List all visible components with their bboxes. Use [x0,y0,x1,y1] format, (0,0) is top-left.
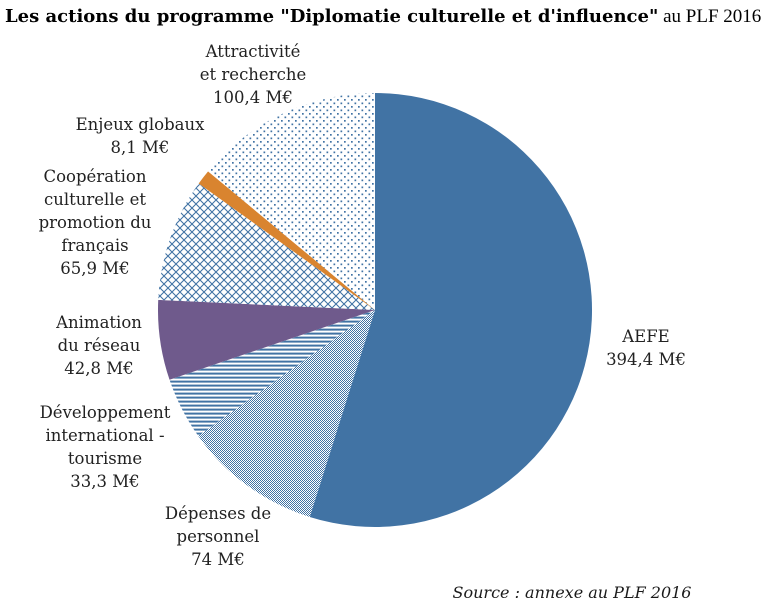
pie-slice-depenses-personnel [198,310,375,517]
source-note: Source : annexe au PLF 2016 [452,583,692,602]
label-attractivite-recherche: Attractivité et recherche 100,4 M€ [199,42,307,107]
chart-title: Les actions du programme "Diplomatie cul… [5,6,762,28]
label-aefe: AEFE 394,4 M€ [606,327,686,369]
label-developpement-tourisme: Développement international - tourisme 3… [39,403,171,491]
pie-slices [157,93,593,528]
pie-slice-cooperation-culturelle [158,183,375,310]
label-depenses-personnel: Dépenses de personnel 74 M€ [164,504,272,569]
label-cooperation-culturelle: Coopération culturelle et promotion du f… [38,167,152,278]
pie-slice-enjeux-globaux [198,171,375,310]
pie-slice-developpement-tourisme [169,310,375,436]
label-animation-reseau: Animation du réseau 42,8 M€ [56,313,142,378]
label-enjeux-globaux: Enjeux globaux 8,1 M€ [75,115,205,157]
pie-slice-aefe [309,93,593,528]
pie-slice-attractivite-recherche [208,93,375,310]
chart-title-main: Les actions du programme "Diplomatie cul… [5,6,659,27]
chart-title-suffix: au PLF 2016 [658,6,762,27]
pie-slice-animation-reseau [157,299,375,380]
